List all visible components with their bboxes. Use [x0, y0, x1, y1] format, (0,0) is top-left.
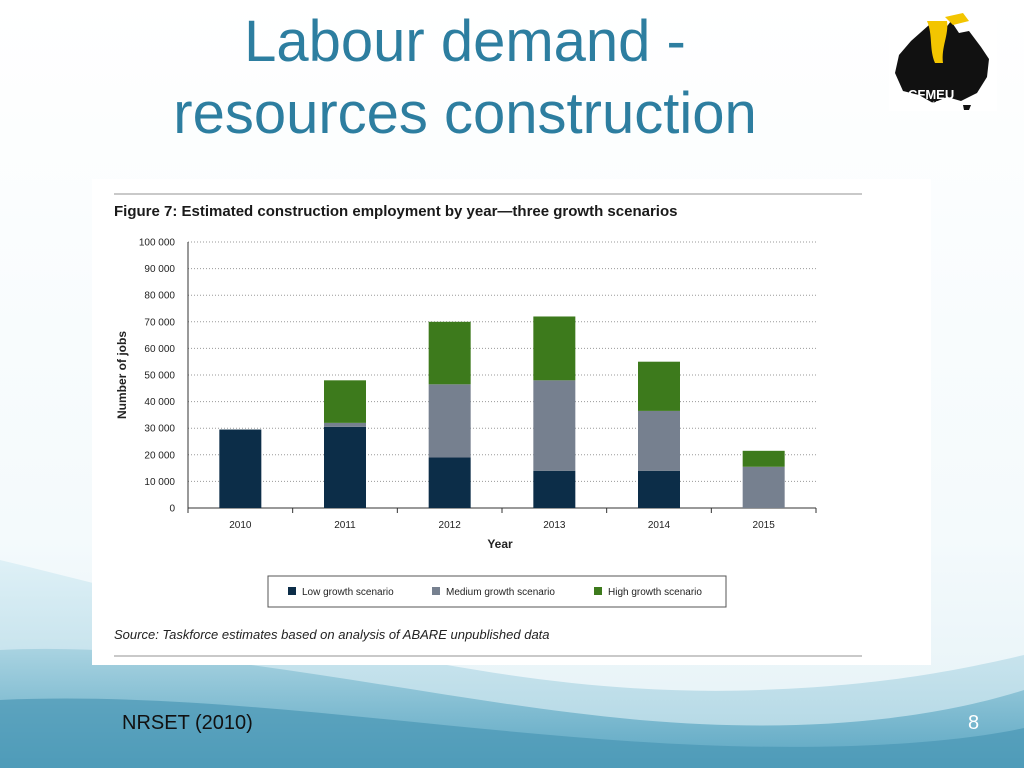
slide-title: Labour demand - resources construction [60, 6, 870, 150]
source-note: Source: Taskforce estimates based on ana… [114, 627, 550, 642]
x-tick-label: 2010 [229, 520, 252, 531]
x-tick-label: 2011 [334, 520, 356, 531]
bar-segment [533, 470, 576, 508]
legend-label: Medium growth scenario [446, 587, 555, 598]
y-axis-label: Number of jobs [115, 331, 129, 419]
bar-segment [428, 321, 471, 385]
figure-top-rule [114, 193, 862, 195]
bar-segment [742, 450, 785, 467]
australia-map-icon [895, 13, 989, 110]
y-tick-label: 10 000 [144, 477, 175, 488]
y-tick-label: 0 [169, 504, 175, 515]
y-tick-label: 40 000 [144, 397, 175, 408]
page-number: 8 [968, 712, 980, 734]
cfmeu-logo: CFMEU Mining and Energy [889, 11, 997, 111]
logo-text: CFMEU [908, 87, 955, 102]
y-tick-label: 30 000 [144, 424, 175, 435]
bar-segment [219, 429, 262, 508]
legend-label: Low growth scenario [302, 587, 394, 598]
y-tick-label: 60 000 [144, 344, 175, 355]
y-tick-label: 90 000 [144, 264, 175, 275]
bar-segment [324, 380, 366, 423]
legend-swatch [432, 587, 440, 595]
logo-subtext: Mining and Energy [910, 101, 952, 107]
bar-segment [533, 380, 576, 471]
bar-segment [428, 384, 471, 458]
slide-title-line1: Labour demand - [244, 9, 686, 74]
chart-title: Figure 7: Estimated construction employm… [114, 203, 678, 220]
x-tick-label: 2015 [753, 520, 776, 531]
bar-segment [638, 361, 680, 411]
y-tick-label: 50 000 [144, 371, 175, 382]
x-tick-label: 2013 [543, 520, 566, 531]
x-tick-label: 2012 [439, 520, 462, 531]
x-axis-label: Year [487, 537, 513, 551]
bar-segment [324, 426, 366, 508]
legend-swatch [594, 587, 602, 595]
bar-segment [742, 466, 785, 508]
legend-box [267, 575, 727, 608]
y-tick-label: 80 000 [144, 291, 175, 302]
legend-label: High growth scenario [608, 587, 702, 598]
bar-segment [428, 457, 471, 508]
legend-swatch [288, 587, 296, 595]
slide-title-line2: resources construction [173, 81, 757, 146]
y-tick-label: 70 000 [144, 317, 175, 328]
y-tick-label: 100 000 [139, 238, 176, 249]
bar-segment [638, 470, 680, 508]
x-tick-label: 2014 [648, 520, 671, 531]
stacked-bar-chart: 0 10 000 20 000 30 000 40 000 50 000 60 000 70 … [115, 238, 817, 608]
bar-segment [638, 410, 680, 471]
figure-bottom-rule [114, 655, 862, 657]
footer-citation: NRSET (2010) [122, 712, 253, 734]
y-tick-label: 20 000 [144, 450, 175, 461]
bar-segment [324, 422, 366, 427]
figure-panel: Figure 7: Estimated construction employm… [92, 179, 931, 665]
bar-segment [533, 316, 576, 381]
